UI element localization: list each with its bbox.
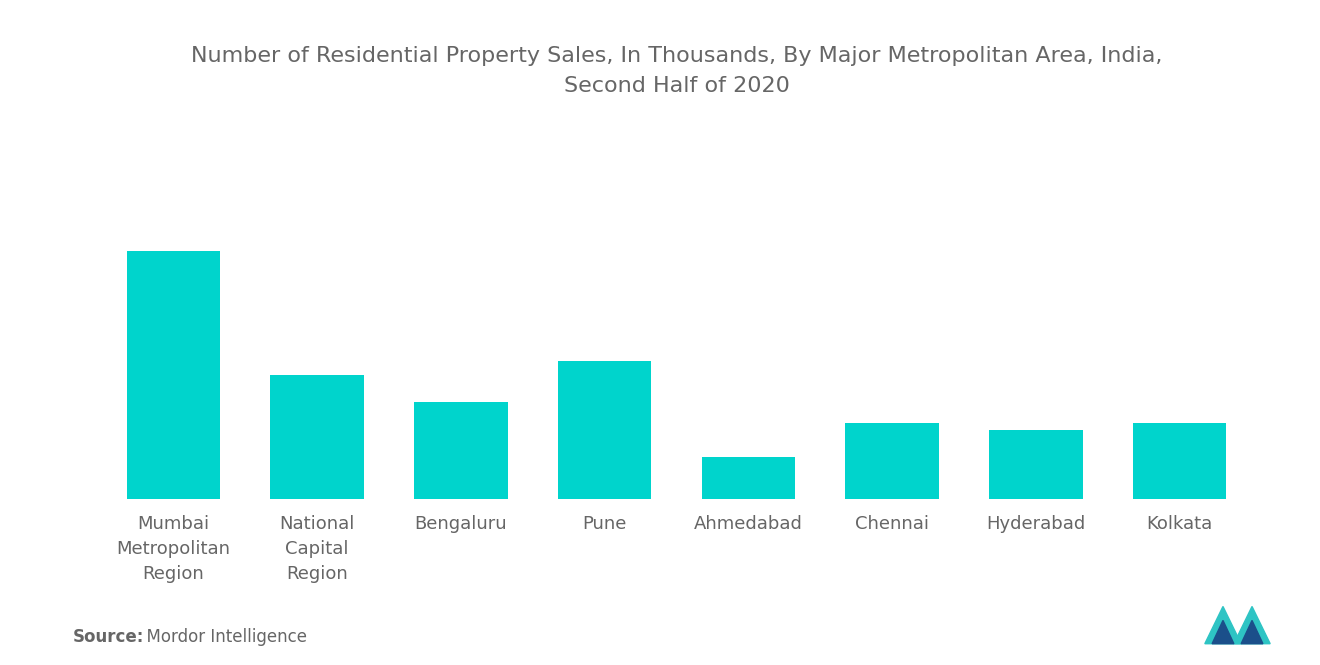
Bar xyxy=(127,251,220,499)
Bar xyxy=(1133,423,1226,499)
Text: Source:: Source: xyxy=(73,628,144,646)
Bar xyxy=(271,374,364,499)
Bar xyxy=(845,423,939,499)
Bar xyxy=(414,402,508,499)
Bar xyxy=(558,361,651,499)
Polygon shape xyxy=(1234,606,1270,644)
Polygon shape xyxy=(1212,620,1234,644)
Bar xyxy=(702,458,795,499)
Polygon shape xyxy=(1205,606,1241,644)
Polygon shape xyxy=(1241,620,1263,644)
Text: Mordor Intelligence: Mordor Intelligence xyxy=(136,628,308,646)
Bar xyxy=(989,430,1082,499)
Title: Number of Residential Property Sales, In Thousands, By Major Metropolitan Area, : Number of Residential Property Sales, In… xyxy=(191,47,1162,96)
